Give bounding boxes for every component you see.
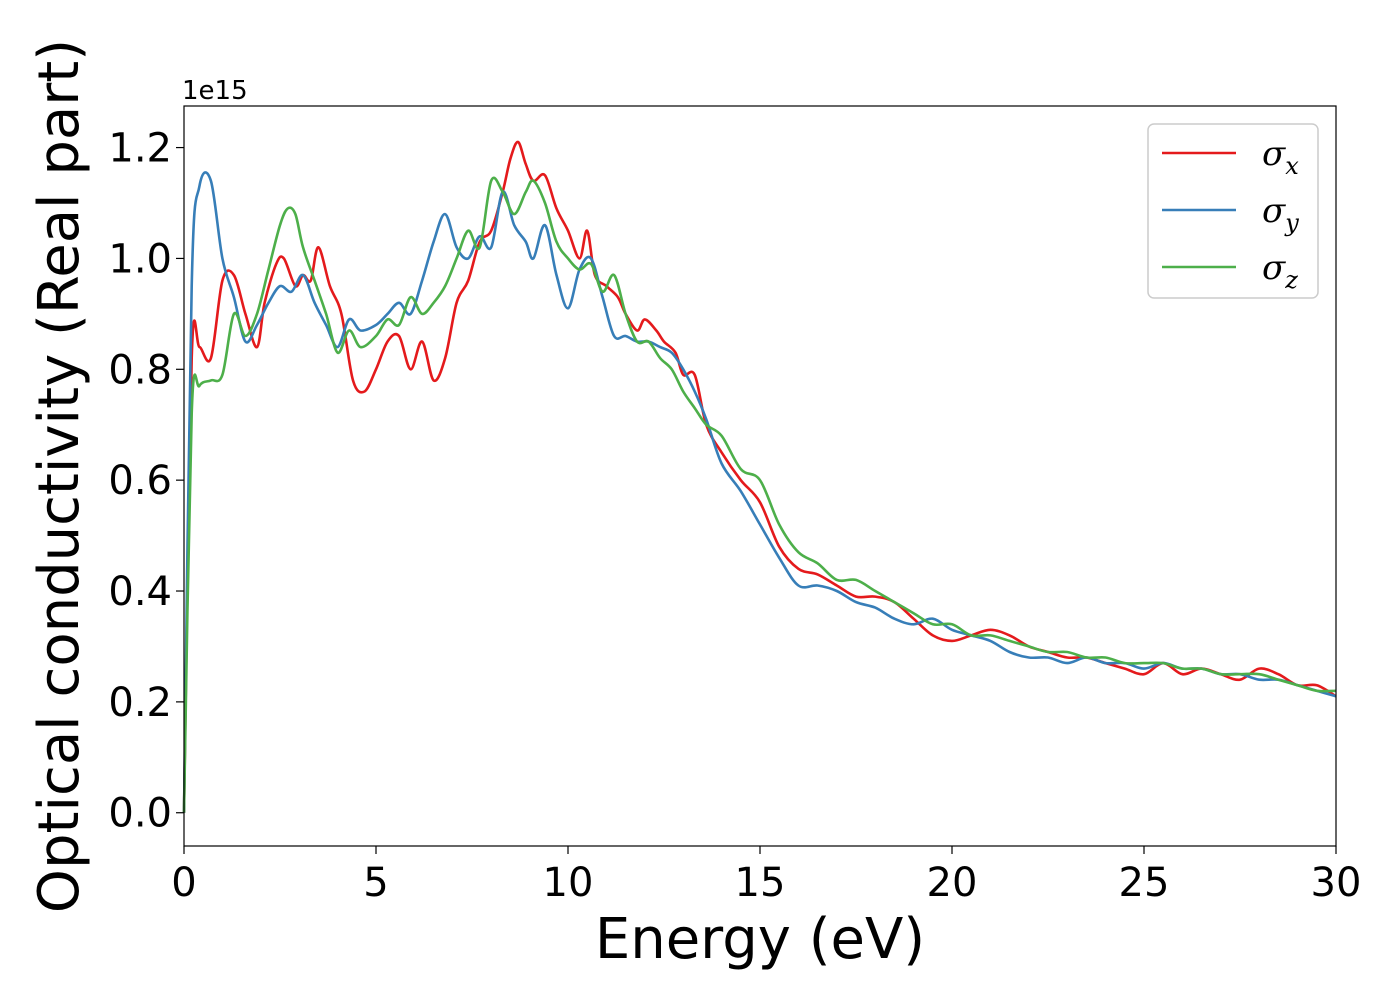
series-line-y	[182, 171, 1337, 813]
y-tick-label: 0.2	[108, 680, 172, 726]
y-axis-label: Optical conductivity (Real part)	[27, 39, 92, 913]
series-line-z	[182, 176, 1337, 813]
y-tick-label: 0.0	[108, 791, 172, 837]
y-axis-ticks: 0.0 0.2 0.4 0.6 0.8 1.0 1.2	[108, 126, 184, 837]
x-tick-label: 25	[1119, 860, 1170, 906]
x-tick-label: 15	[735, 860, 786, 906]
y-tick-label: 1.2	[108, 126, 172, 172]
x-tick-label: 20	[927, 860, 978, 906]
y-tick-label: 0.8	[108, 347, 172, 393]
legend-label-y: σy	[1262, 191, 1299, 237]
y-tick-label: 0.6	[108, 458, 172, 504]
plot-background	[184, 106, 1336, 846]
y-offset-label: 1e15	[182, 76, 248, 106]
x-tick-label: 0	[171, 860, 196, 906]
x-tick-label: 30	[1311, 860, 1362, 906]
plot-area	[182, 105, 1337, 847]
legend-label-x: σx	[1262, 134, 1299, 180]
x-tick-label: 10	[543, 860, 594, 906]
y-tick-label: 0.4	[108, 569, 172, 615]
legend: σx σy σz	[1147, 123, 1319, 299]
series-layer	[182, 140, 1337, 813]
x-tick-label: 5	[363, 860, 388, 906]
x-axis-label: Energy (eV)	[595, 907, 925, 972]
x-axis-ticks: 0 5 10 15 20 25 30	[171, 846, 1361, 906]
y-tick-label: 1.0	[108, 236, 172, 282]
legend-label-z: σz	[1262, 248, 1298, 294]
